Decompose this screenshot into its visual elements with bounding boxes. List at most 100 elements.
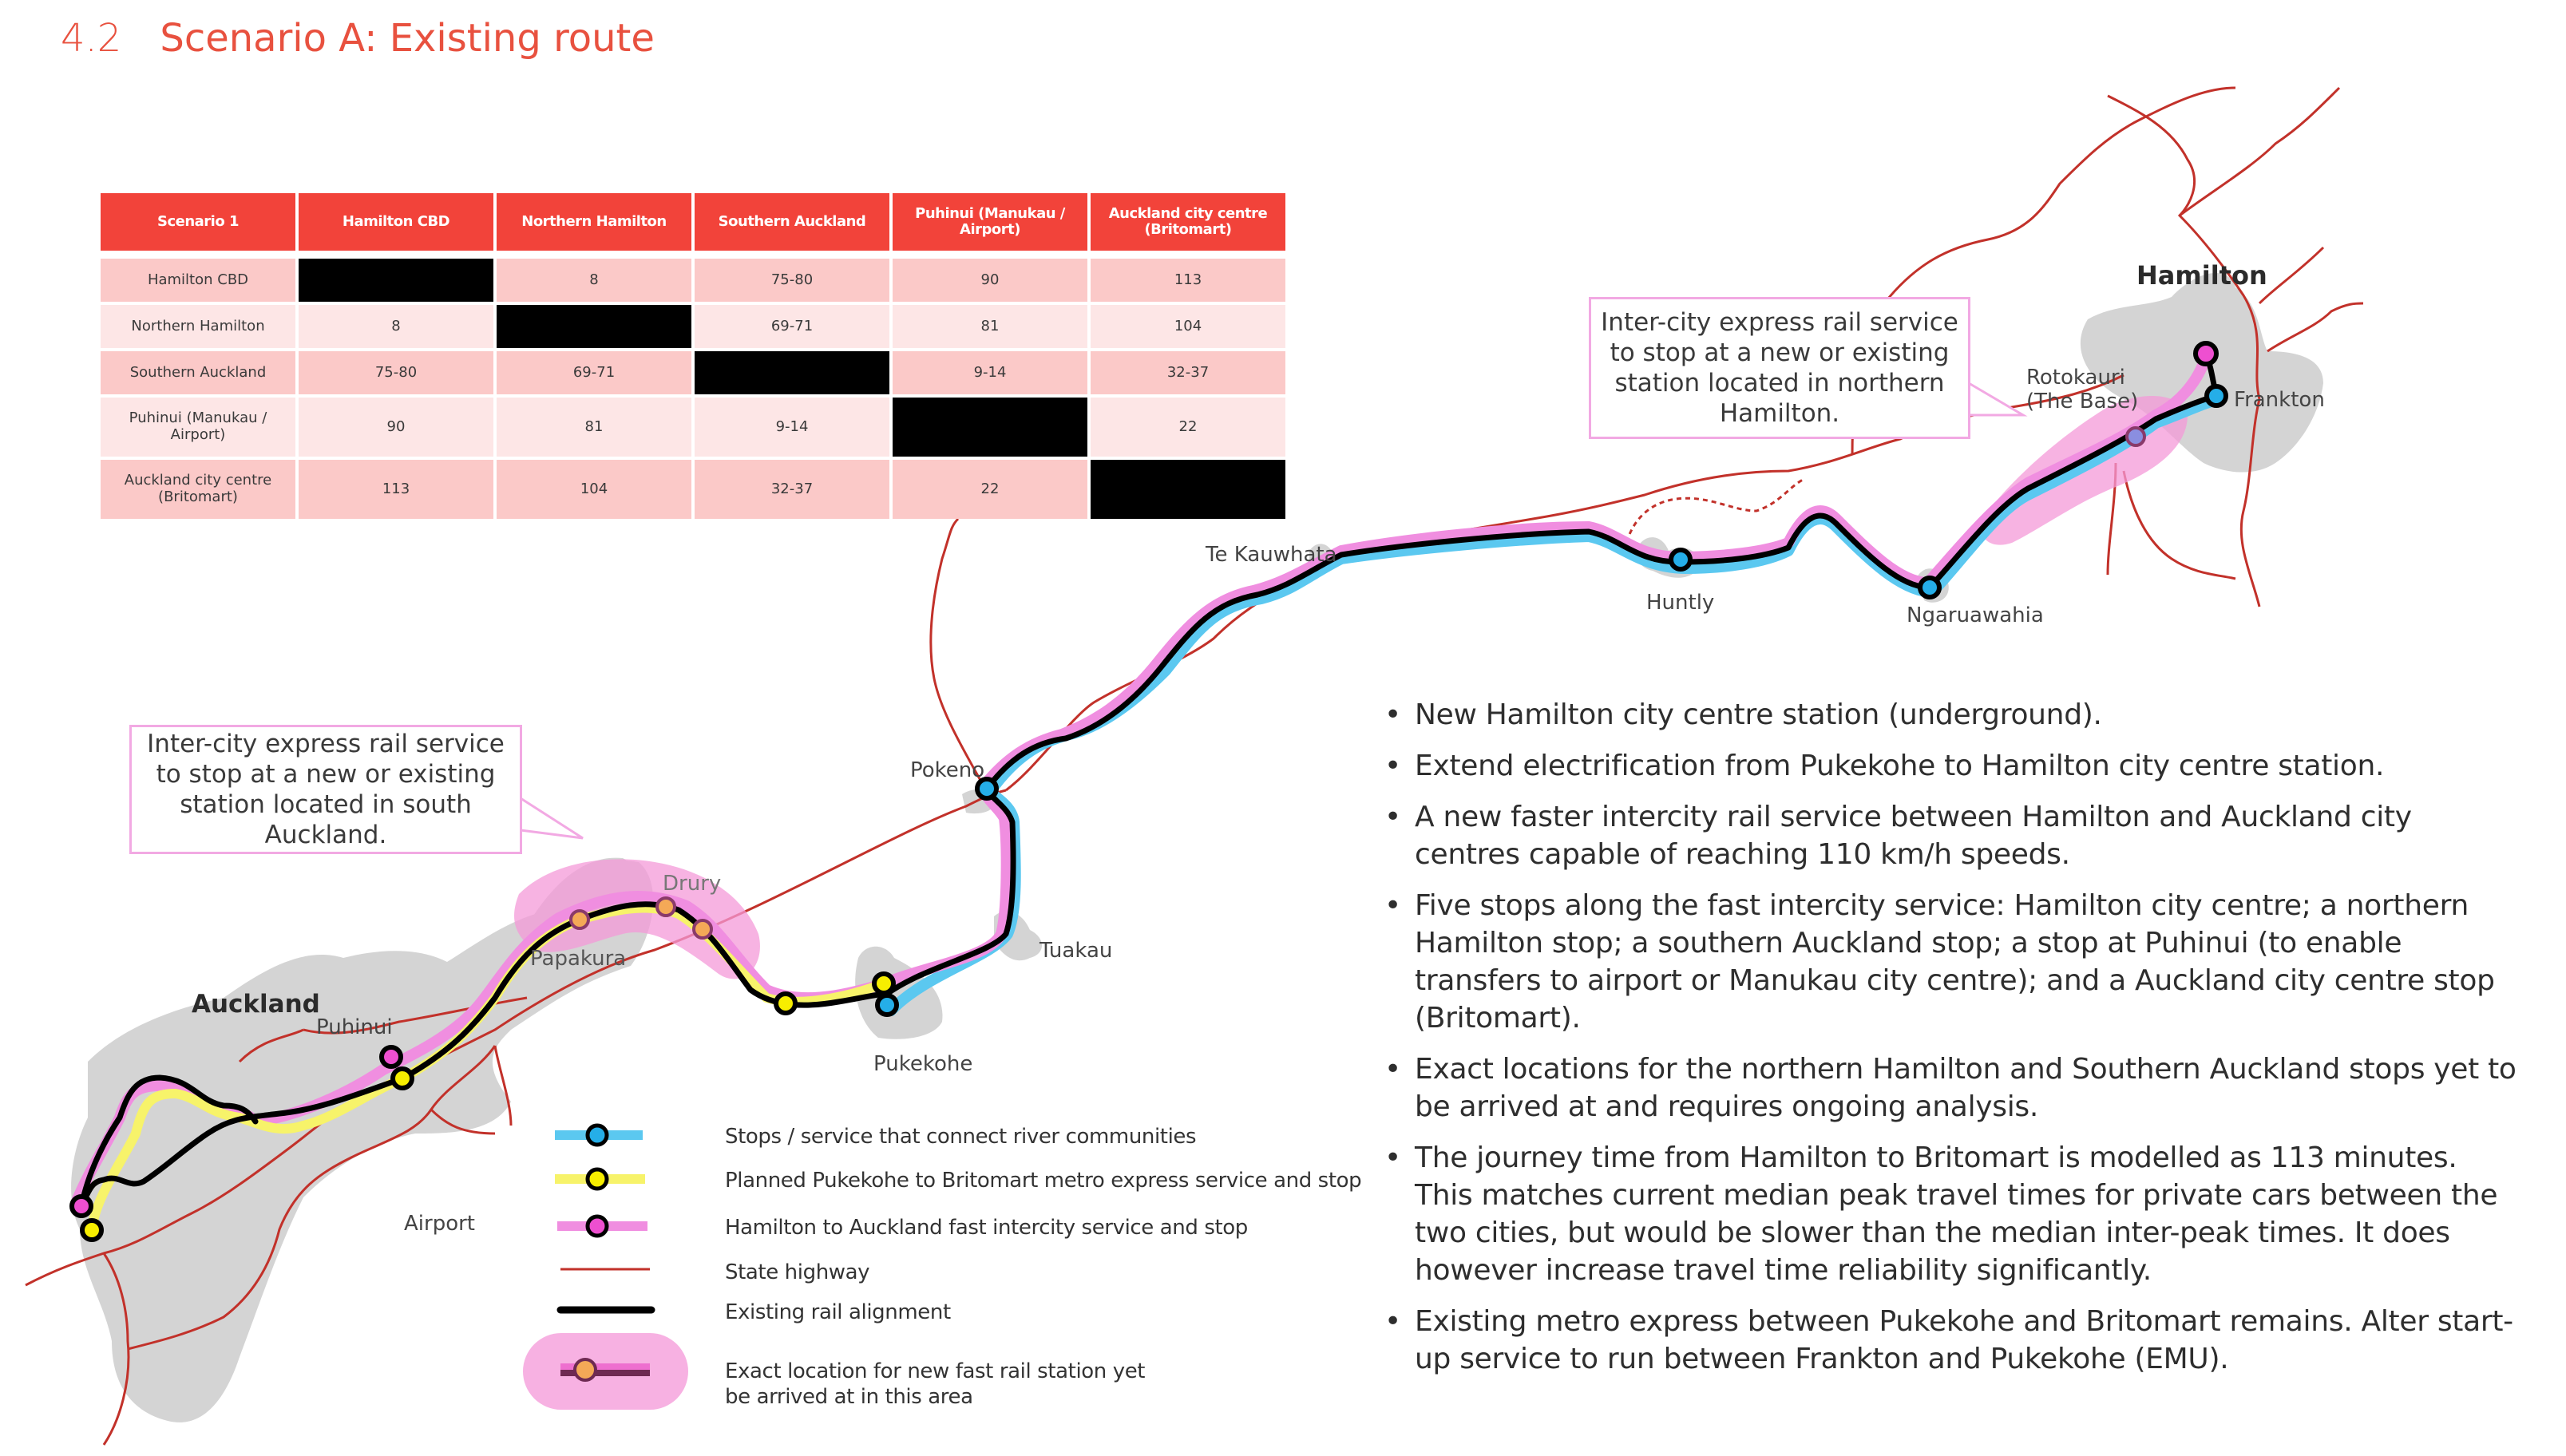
- stations: [69, 341, 2228, 1242]
- bullet-icon: •: [1384, 1141, 1401, 1174]
- legend-label: Hamilton to Auckland fast intercity serv…: [725, 1216, 1248, 1240]
- matrix-cell-empty: [299, 259, 493, 302]
- place-label-pukekohe: Pukekohe: [873, 1052, 973, 1076]
- matrix-row-label: Hamilton CBD: [101, 259, 295, 302]
- station-puhinui-metro: [390, 1066, 414, 1090]
- legend-item-river-service: Stops / service that connect river commu…: [551, 1121, 1389, 1153]
- matrix-col-header: Hamilton CBD: [299, 193, 493, 251]
- matrix-cell: 113: [299, 460, 493, 519]
- bullet-item: • Five stops along the fast intercity ser…: [1373, 887, 2523, 1037]
- section-title: Scenario A: Existing route: [160, 16, 655, 61]
- station-pukekohe-river: [875, 993, 899, 1017]
- bullet-icon: •: [1384, 698, 1401, 731]
- legend-label: Stops / service that connect river commu…: [725, 1125, 1197, 1149]
- matrix-cell: 8: [299, 305, 493, 348]
- matrix-cell: 9-14: [695, 398, 889, 457]
- place-label-auckland: Auckland: [192, 990, 320, 1019]
- place-label-tuakau: Tuakau: [1039, 939, 1113, 963]
- station-paerata-metro: [774, 991, 798, 1015]
- bullet-item: • New Hamilton city centre station (under…: [1373, 696, 2523, 734]
- bullet-icon: •: [1384, 1305, 1401, 1338]
- matrix-row-label: Southern Auckland: [101, 351, 295, 394]
- urban-area-pukekohe: [855, 946, 943, 1039]
- matrix-cell: 22: [893, 460, 1087, 519]
- place-label-frankton: Frankton: [2234, 388, 2325, 412]
- matrix-cell: 75-80: [695, 259, 889, 302]
- bullet-icon: •: [1384, 1053, 1401, 1086]
- scenario-bullet-list: • New Hamilton city centre station (under…: [1373, 696, 2523, 1391]
- legend-item-state-highway: State highway: [551, 1256, 1389, 1288]
- matrix-row: Auckland city centre (Britomart) 113 104…: [101, 460, 1285, 519]
- matrix-cell: 32-37: [695, 460, 889, 519]
- callout-north-pointer: [1968, 382, 2028, 417]
- matrix-cell-empty: [497, 305, 691, 348]
- matrix-cell: 90: [893, 259, 1087, 302]
- bullet-item: • Extend electrification from Pukekohe to…: [1373, 747, 2523, 785]
- legend-item-uncertain-area: Exact location for new fast rail station…: [551, 1355, 1389, 1413]
- station-britomart-intercity: [69, 1194, 93, 1218]
- matrix-row-label: Puhinui (Manukau / Airport): [101, 398, 295, 457]
- place-label-hamilton: Hamilton: [2136, 260, 2267, 291]
- matrix-cell: 8: [497, 259, 691, 302]
- station-hamilton-intercity: [2193, 341, 2219, 366]
- journey-time-matrix: Scenario 1 Hamilton CBD Northern Hamilto…: [97, 190, 1289, 522]
- place-label-papakura: Papakura: [530, 947, 627, 971]
- place-label-rotokauri-sub: (The Base): [2026, 390, 2139, 413]
- matrix-cell: 113: [1091, 259, 1285, 302]
- place-label-airport: Airport: [404, 1212, 475, 1236]
- matrix-row: Southern Auckland 75-80 69-71 9-14 32-37: [101, 351, 1285, 394]
- legend-item-metro-express: Planned Pukekohe to Britomart metro expr…: [551, 1165, 1389, 1197]
- dashed-route: [1623, 477, 1805, 552]
- matrix-cell: 104: [497, 460, 691, 519]
- legend-label: Planned Pukekohe to Britomart metro expr…: [725, 1169, 1362, 1193]
- station-pokeno-river: [975, 777, 999, 801]
- station-south-auckland-option-2: [655, 896, 676, 917]
- matrix-row-label: Northern Hamilton: [101, 305, 295, 348]
- matrix-cell: 32-37: [1091, 351, 1285, 394]
- station-rotokauri-option: [2125, 426, 2146, 447]
- matrix-cell: 75-80: [299, 351, 493, 394]
- legend-symbols: [523, 1123, 688, 1410]
- callout-north-hamilton: Inter-city express rail service to stop …: [1589, 297, 1970, 439]
- place-label-pokeno: Pokeno: [910, 758, 985, 782]
- matrix-cell: 81: [893, 305, 1087, 348]
- bullet-icon: •: [1384, 801, 1401, 833]
- matrix-corner-cell: Scenario 1: [101, 193, 295, 251]
- legend-label: Existing rail alignment: [725, 1300, 951, 1324]
- matrix-cell-empty: [893, 398, 1087, 457]
- legend-item-existing-rail: Existing rail alignment: [551, 1296, 1389, 1328]
- station-britomart-metro: [80, 1218, 104, 1242]
- place-label-te-kauwhata: Te Kauwhata: [1206, 543, 1337, 567]
- existing-rail-auckland-loop: [78, 1074, 259, 1209]
- callout-south-pointer: [520, 797, 584, 840]
- station-ngaruawahia-river: [1918, 576, 1942, 599]
- bullet-icon: •: [1384, 889, 1401, 922]
- matrix-cell: 69-71: [695, 305, 889, 348]
- matrix-cell: 69-71: [497, 351, 691, 394]
- matrix-cell: 22: [1091, 398, 1285, 457]
- legend-item-intercity: Hamilton to Auckland fast intercity serv…: [551, 1212, 1389, 1244]
- place-label-huntly: Huntly: [1646, 591, 1715, 615]
- matrix-cell: 104: [1091, 305, 1285, 348]
- station-huntly-river: [1669, 548, 1693, 572]
- bullet-item: • A new faster intercity rail service bet…: [1373, 798, 2523, 873]
- matrix-col-header: Southern Auckland: [695, 193, 889, 251]
- matrix-cell-empty: [695, 351, 889, 394]
- matrix-row: Puhinui (Manukau / Airport) 90 81 9-14 2…: [101, 398, 1285, 457]
- matrix-cell: 9-14: [893, 351, 1087, 394]
- station-puhinui-intercity: [379, 1045, 403, 1069]
- matrix-cell-empty: [1091, 460, 1285, 519]
- matrix-row-label: Auckland city centre (Britomart): [101, 460, 295, 519]
- station-south-auckland-option-3: [692, 919, 713, 940]
- matrix-cell: 81: [497, 398, 691, 457]
- uncertain-area-south-auckland: [514, 859, 760, 979]
- callout-south-auckland: Inter-city express rail service to stop …: [129, 725, 522, 854]
- bullet-icon: •: [1384, 750, 1401, 782]
- matrix-header-row: Scenario 1 Hamilton CBD Northern Hamilto…: [101, 193, 1285, 251]
- station-pukekohe-metro: [872, 971, 896, 995]
- matrix-row: Hamilton CBD 8 75-80 90 113: [101, 259, 1285, 302]
- matrix-row: Northern Hamilton 8 69-71 81 104: [101, 305, 1285, 348]
- place-label-drury: Drury: [663, 872, 722, 896]
- matrix-col-header: Puhinui (Manukau / Airport): [893, 193, 1087, 251]
